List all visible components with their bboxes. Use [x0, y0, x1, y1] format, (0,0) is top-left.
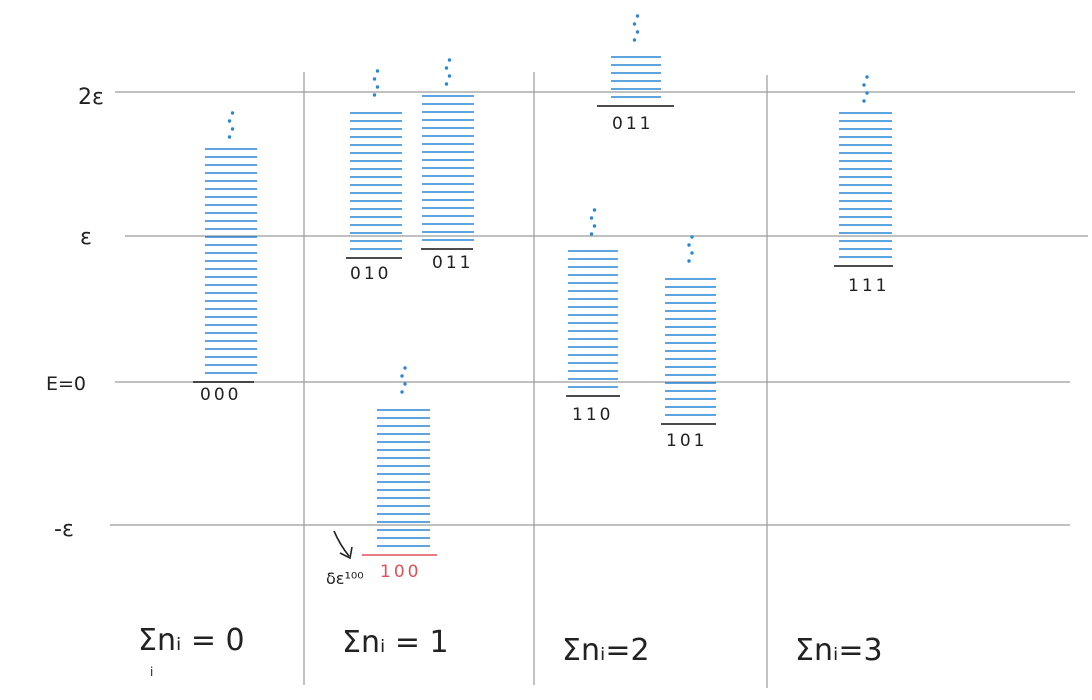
state-label: 101	[666, 431, 707, 451]
continuation-dot	[375, 69, 380, 73]
continuation-dot	[690, 251, 694, 255]
continuation-dot	[400, 374, 404, 378]
column-dividers	[303, 72, 768, 688]
state-label: 111	[848, 276, 889, 296]
continuation-dot	[589, 232, 594, 236]
state-stack-s010: 010	[346, 69, 402, 284]
state-stack-s011a: 011	[421, 58, 474, 273]
continuation-dot	[592, 208, 597, 212]
continuation-dot	[372, 93, 377, 97]
continuation-dot	[862, 99, 866, 103]
continuation-dot	[403, 382, 407, 386]
state-stack-s101: 101	[661, 235, 716, 451]
continuation-dot	[444, 66, 449, 70]
continuation-dot	[635, 30, 640, 34]
y-axis-labels: 2ε ε E=0 -ε	[46, 85, 104, 542]
continuation-dot	[444, 82, 449, 86]
state-stack-s011b: 011	[597, 14, 674, 134]
state-label: 010	[350, 264, 391, 284]
delta-epsilon-annotation: δε¹⁰⁰	[326, 530, 364, 588]
continuation-dot	[375, 85, 380, 89]
state-label: 000	[200, 385, 241, 405]
continuation-dot	[403, 366, 407, 370]
y-label-neg-eps: -ε	[54, 517, 74, 542]
annotation-arrow-icon	[333, 530, 350, 557]
state-label: 100	[380, 562, 421, 582]
state-stacks: 000 010 011 100 011 110 101 111	[193, 14, 893, 582]
column-label-sum0: Σnᵢ = 0	[138, 623, 245, 658]
y-label-2eps: 2ε	[78, 85, 104, 110]
continuation-dot	[865, 75, 869, 79]
continuation-dot	[632, 22, 637, 26]
state-stack-s111: 111	[834, 75, 893, 296]
column-label-sum2: Σnᵢ=2	[562, 633, 650, 668]
continuation-dot	[865, 91, 869, 95]
continuation-dot	[592, 224, 597, 228]
continuation-dot	[589, 216, 594, 220]
continuation-dot	[687, 243, 691, 247]
continuation-dot	[632, 38, 637, 42]
continuation-dot	[230, 127, 235, 131]
y-label-eps: ε	[80, 225, 92, 250]
annotation-text: δε¹⁰⁰	[326, 569, 364, 588]
y-label-zero: E=0	[46, 373, 86, 395]
continuation-dot	[447, 74, 452, 78]
state-stack-s100: 100	[362, 366, 437, 582]
continuation-dot	[227, 135, 232, 139]
state-label: 110	[572, 405, 613, 425]
continuation-dot	[862, 83, 866, 87]
continuation-dot	[230, 111, 235, 115]
continuation-dot	[635, 14, 640, 18]
annotation-arrowhead-icon	[339, 546, 353, 560]
state-label: 011	[432, 253, 473, 273]
energy-grid	[110, 91, 1088, 526]
continuation-dot	[372, 77, 377, 81]
state-stack-s000: 000	[193, 111, 257, 405]
column-label-sum0-subscript: i	[150, 665, 153, 679]
continuation-dot	[400, 390, 404, 394]
continuation-dot	[227, 119, 232, 123]
state-stack-s110: 110	[566, 208, 620, 425]
state-label: 011	[612, 114, 653, 134]
column-label-sum3: Σnᵢ=3	[795, 633, 883, 668]
column-labels: Σnᵢ = 0 i Σnᵢ = 1 Σnᵢ=2 Σnᵢ=3	[138, 623, 883, 679]
column-label-sum1: Σnᵢ = 1	[342, 625, 449, 660]
continuation-dot	[690, 235, 694, 239]
continuation-dot	[447, 58, 452, 62]
continuation-dot	[687, 259, 691, 263]
